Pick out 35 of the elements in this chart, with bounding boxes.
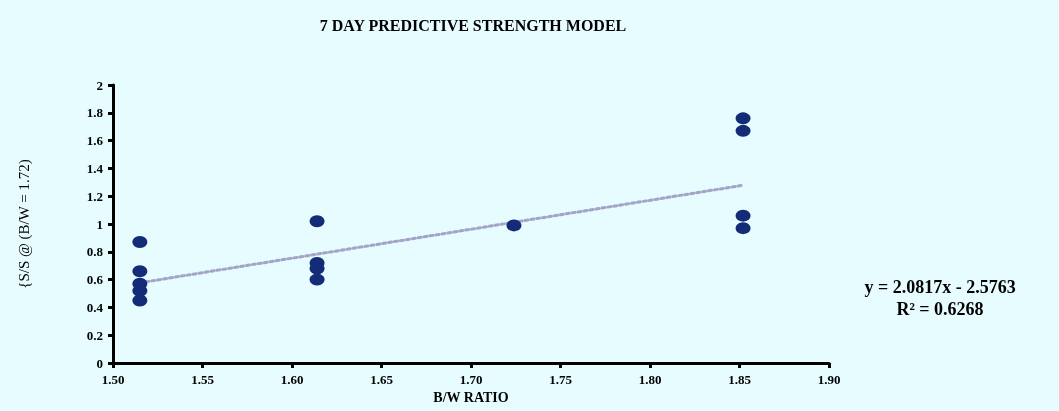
y-tick-label: 0.8 xyxy=(86,244,104,260)
point xyxy=(309,273,325,286)
point xyxy=(506,219,522,232)
y-tick-label: 0.6 xyxy=(86,272,104,288)
y-tick-label: 1.6 xyxy=(86,133,104,149)
y-tick-label: 1 xyxy=(96,216,103,232)
x-tick-label: 1.90 xyxy=(817,372,841,387)
y-tick-label: 1.8 xyxy=(86,105,104,121)
text: y = 2.0817x - 2.5763 xyxy=(864,277,1016,297)
x-axis-title: B/W RATIO xyxy=(433,390,509,406)
y-tick-label: 2 xyxy=(96,77,103,93)
x-tick-label: 1.50 xyxy=(101,372,125,387)
y-axis-title: {S/S @ (B/W = 1.72) xyxy=(15,159,33,289)
y-tick-label: 0.2 xyxy=(86,327,103,343)
y-tick-label: 1.4 xyxy=(86,160,104,176)
y-tick-label: 0 xyxy=(96,355,103,371)
x-tick-label: 1.75 xyxy=(549,372,573,387)
y-tick-label: 1.2 xyxy=(86,188,103,204)
point xyxy=(735,124,751,137)
text: R² = 0.6268 xyxy=(896,299,984,319)
point xyxy=(132,236,148,249)
x-tick-label: 1.85 xyxy=(728,372,752,387)
point xyxy=(132,294,148,307)
point xyxy=(309,215,325,228)
x-tick-label: 1.70 xyxy=(459,372,483,387)
x-tick-label: 1.60 xyxy=(280,372,304,387)
x-tick-label: 1.65 xyxy=(370,372,394,387)
chart-title: 7 DAY PREDICTIVE STRENGTH MODEL xyxy=(319,16,627,34)
point xyxy=(735,209,751,222)
point xyxy=(735,112,751,125)
x-tick-label: 1.80 xyxy=(638,372,662,387)
point xyxy=(132,265,148,278)
y-tick-label: 0.4 xyxy=(86,299,104,315)
x-tick-label: 1.55 xyxy=(191,372,215,387)
point xyxy=(735,222,751,235)
